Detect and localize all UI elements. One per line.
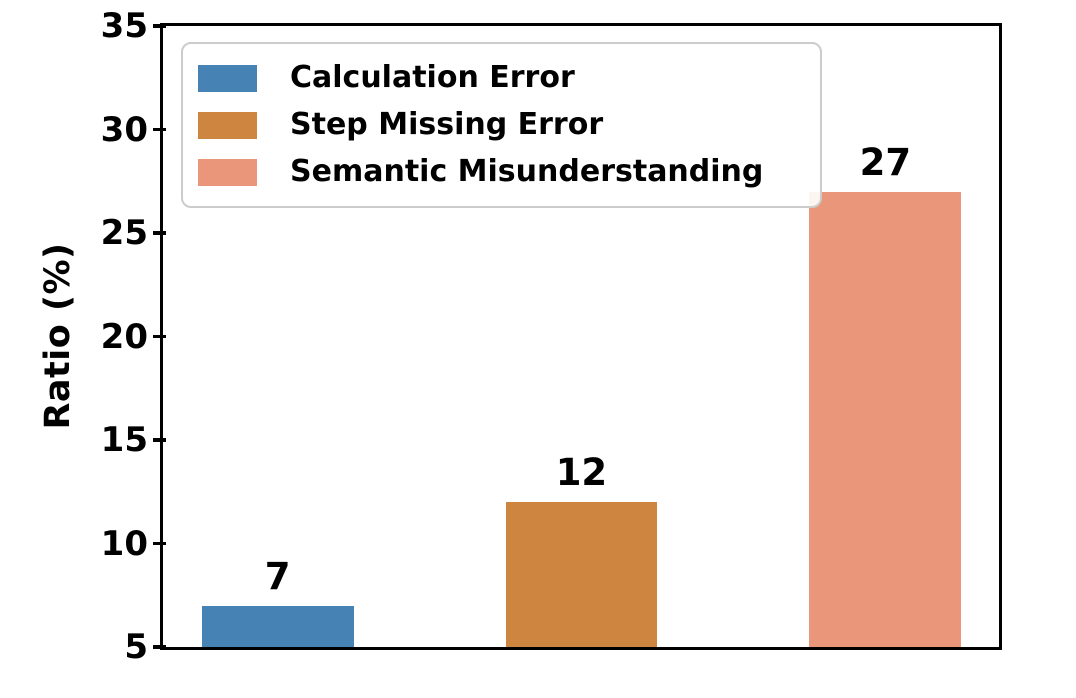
y-tick-label: 35 [100, 6, 148, 46]
bar-value-label: 27 [859, 140, 912, 184]
y-tick-mark [153, 127, 166, 132]
legend-label: Step Missing Error [290, 107, 604, 142]
bar-step-missing-error [505, 502, 658, 647]
y-tick-mark [153, 24, 166, 28]
y-tick-label: 30 [100, 109, 148, 150]
y-tick: 30 [101, 113, 166, 147]
legend-item-semantic-misunderstanding: Semantic Misunderstanding [198, 151, 802, 193]
bar-semantic-misunderstanding [809, 191, 962, 647]
y-tick-label: 5 [124, 627, 148, 667]
y-tick: 5 [124, 630, 166, 664]
y-tick-label: 20 [100, 316, 148, 357]
bar-calculation-error [201, 605, 354, 647]
legend-label: Calculation Error [290, 60, 575, 95]
legend-swatch-step-missing-error [198, 111, 257, 139]
legend-item-calculation-error: Calculation Error [198, 57, 802, 99]
bar-value-label: 12 [555, 451, 608, 495]
y-tick-mark [153, 231, 166, 235]
y-tick-label: 15 [100, 420, 148, 460]
bar-group-calculation-error: 7 [201, 26, 354, 647]
plot-area: 35 30 25 20 15 10 5 7 [101, 9, 1002, 664]
legend-item-step-missing-error: Step Missing Error [198, 104, 802, 146]
y-tick: 20 [101, 320, 166, 354]
y-tick-mark [153, 438, 166, 442]
bar-group-step-missing-error: 12 [505, 26, 658, 647]
y-tick: 10 [101, 527, 166, 561]
y-tick: 35 [101, 9, 166, 43]
y-tick: 25 [101, 216, 166, 250]
y-axis-label: Ratio (%) [38, 242, 78, 430]
bar-group-semantic-misunderstanding: 27 [809, 26, 962, 647]
bar-value-label: 7 [264, 554, 291, 598]
y-tick-mark [153, 541, 166, 546]
y-tick: 15 [101, 423, 166, 457]
y-tick-mark [153, 645, 166, 649]
y-tick-mark [153, 334, 166, 339]
legend-swatch-calculation-error [198, 64, 257, 92]
legend-label: Semantic Misunderstanding [290, 154, 764, 189]
legend: Calculation Error Step Missing Error Sem… [181, 42, 822, 208]
legend-swatch-semantic-misunderstanding [198, 158, 257, 186]
y-tick-label: 25 [100, 213, 148, 253]
y-tick-label: 10 [100, 523, 148, 564]
